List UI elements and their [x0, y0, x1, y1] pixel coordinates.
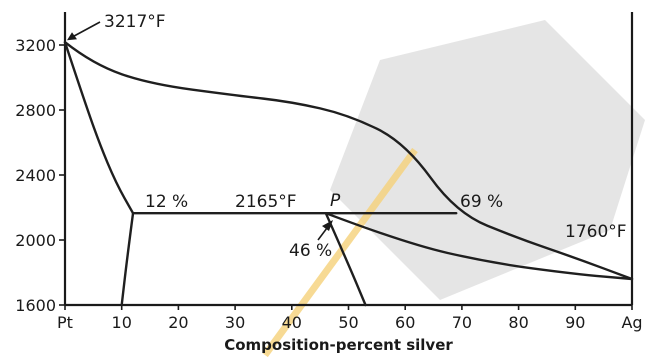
annotation-melt-pt: 3217°F	[104, 12, 166, 32]
phase-boundary-curve-5	[324, 211, 367, 307]
phase-boundary-curve-1	[63, 41, 135, 215]
phase-boundary-curve-0	[63, 41, 634, 281]
x-tick-label: 10	[112, 313, 132, 332]
annotation-eutectic-temp: 2165°F	[235, 192, 297, 212]
watermark	[262, 20, 645, 358]
arrowhead-melt-pt	[67, 32, 77, 41]
x-tick-label: 50	[338, 313, 358, 332]
arrow-melt-pt	[69, 21, 101, 39]
annotations: 3217°F 12 % 2165°F P 69 % 1760°F 46 %	[67, 12, 627, 261]
x-axis-title: Composition-percent silver	[224, 336, 453, 354]
annotation-melt-ag: 1760°F	[565, 222, 627, 242]
x-tick-label: Pt	[57, 313, 73, 332]
y-tick-label: 2400	[15, 166, 56, 185]
x-tick-label: 90	[565, 313, 585, 332]
phase-curves	[63, 41, 634, 307]
x-tick-label: 40	[282, 313, 302, 332]
phase-boundary-curve-3	[120, 211, 135, 307]
x-tick-label: 70	[452, 313, 472, 332]
y-tick-label: 1600	[15, 296, 56, 315]
annotation-comp-46: 46 %	[289, 241, 332, 261]
y-tick-label: 3200	[15, 36, 56, 55]
y-tick-label: 2000	[15, 231, 56, 250]
annotation-comp-69: 69 %	[460, 192, 503, 212]
x-tick-label: Ag	[621, 313, 642, 332]
x-tick-label: 60	[395, 313, 415, 332]
x-tick-label: 80	[508, 313, 528, 332]
phase-boundary-curve-4	[324, 211, 634, 281]
arrowhead-comp-46	[322, 220, 333, 231]
annotation-comp-12: 12 %	[145, 192, 188, 212]
y-tick-label: 2800	[15, 101, 56, 120]
axes: 1600 2000 2400 2800 3200 Pt 10 20 30 40 50 60 70 80 90…	[15, 12, 643, 354]
x-tick-label: 30	[225, 313, 245, 332]
annotation-point-p: P	[330, 191, 341, 211]
x-tick-label: 20	[168, 313, 188, 332]
